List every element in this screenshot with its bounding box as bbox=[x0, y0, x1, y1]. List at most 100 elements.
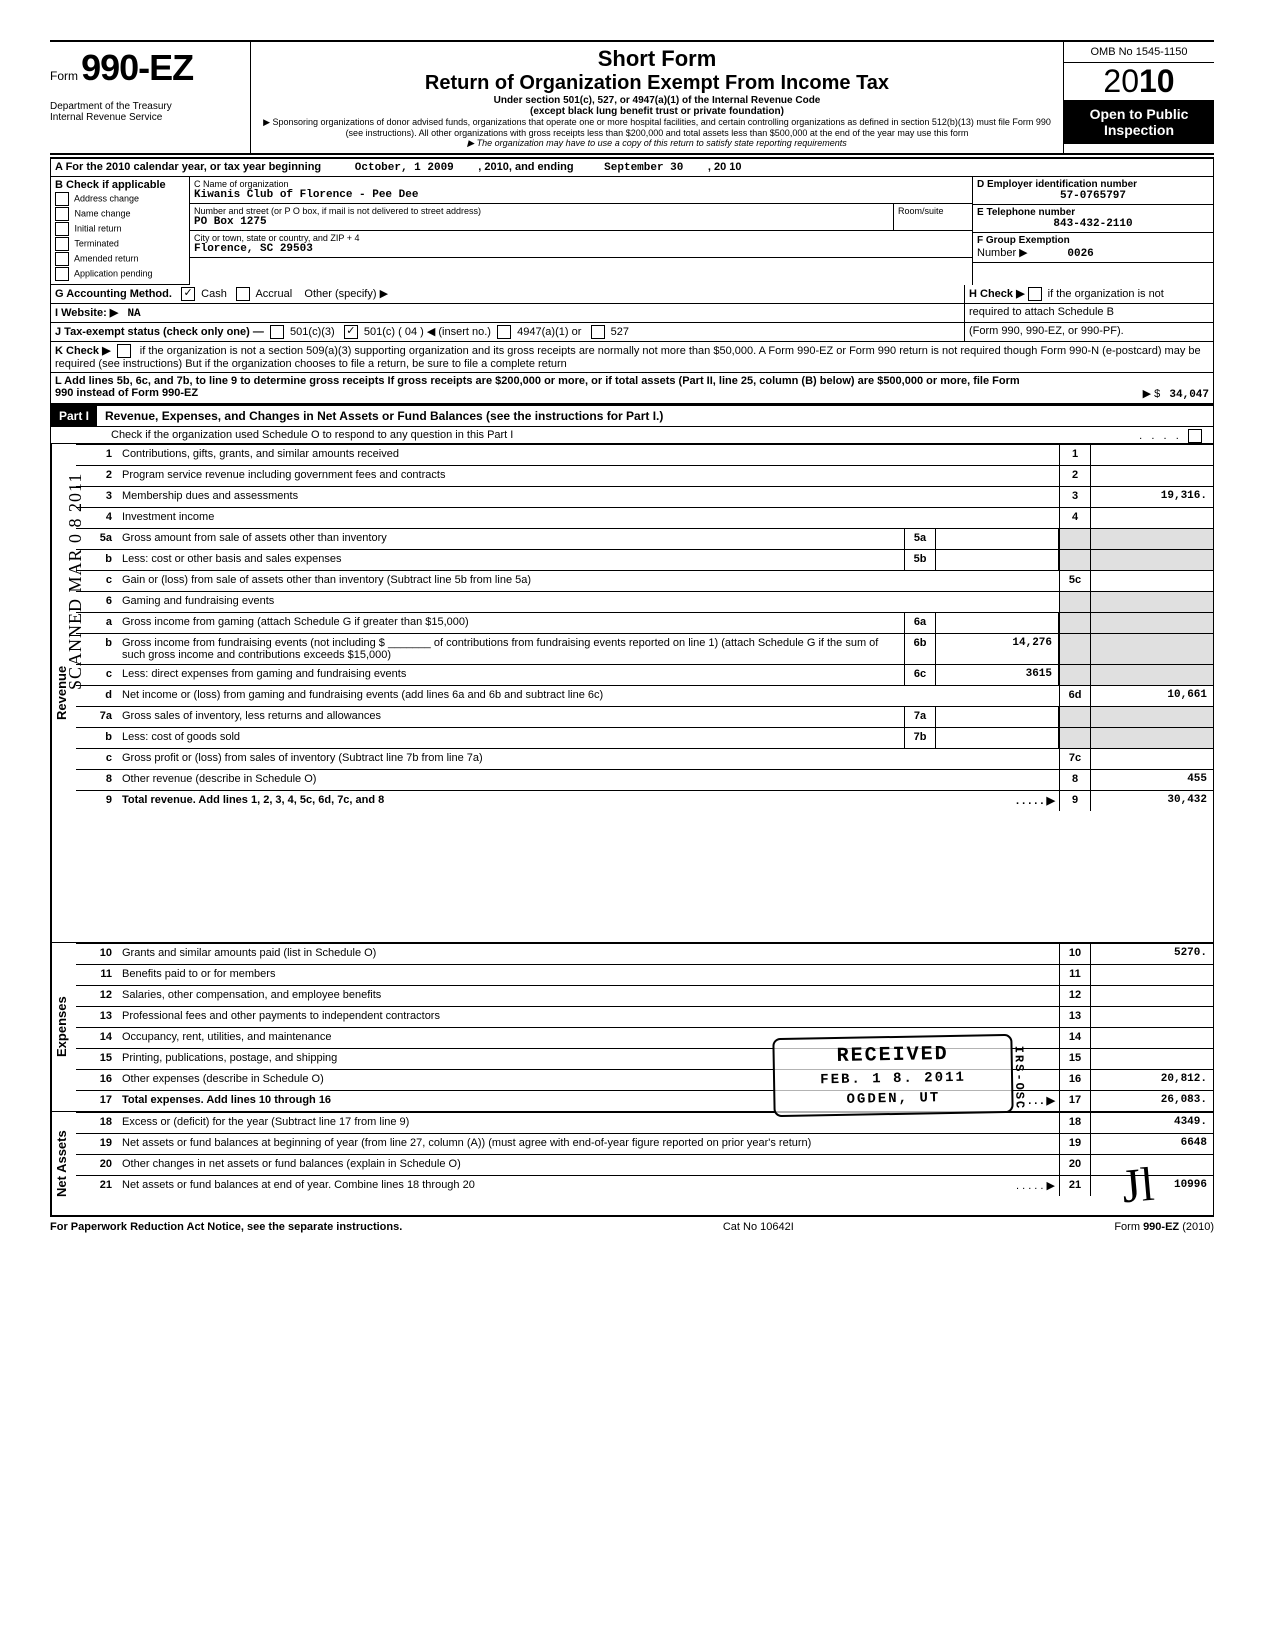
b-label: B Check if applicable bbox=[55, 179, 185, 191]
check-terminated[interactable] bbox=[55, 237, 69, 251]
line-17: 17Total expenses. Add lines 10 through 1… bbox=[76, 1090, 1213, 1111]
j-label: J Tax-exempt status (check only one) — bbox=[55, 326, 264, 338]
revenue-label: Revenue bbox=[51, 444, 76, 942]
other-method-label: Other (specify) ▶ bbox=[304, 288, 388, 300]
page-footer: For Paperwork Reduction Act Notice, see … bbox=[50, 1216, 1214, 1233]
line-15: 15Printing, publications, postage, and s… bbox=[76, 1048, 1213, 1069]
line-12: 12Salaries, other compensation, and empl… bbox=[76, 985, 1213, 1006]
h-checkbox[interactable] bbox=[1028, 287, 1042, 301]
title-line1: Under section 501(c), 527, or 4947(a)(1)… bbox=[261, 95, 1053, 106]
h-label: H Check ▶ bbox=[969, 288, 1025, 300]
line-13: 13Professional fees and other payments t… bbox=[76, 1006, 1213, 1027]
signature: Jl bbox=[1120, 1157, 1157, 1215]
dept-treasury: Department of the TreasuryInternal Reven… bbox=[50, 89, 240, 123]
check-application-pending[interactable] bbox=[55, 267, 69, 281]
line-a: aGross income from gaming (attach Schedu… bbox=[76, 612, 1213, 633]
e-label: E Telephone number bbox=[977, 207, 1209, 218]
line-18: 18Excess or (deficit) for the year (Subt… bbox=[76, 1112, 1213, 1133]
j-501c3-checkbox[interactable] bbox=[270, 325, 284, 339]
line-b: bLess: cost of goods sold7b bbox=[76, 727, 1213, 748]
line-5a: 5aGross amount from sale of assets other… bbox=[76, 528, 1213, 549]
l-text: L Add lines 5b, 6c, and 7b, to line 9 to… bbox=[55, 375, 1020, 399]
gross-receipts: 34,047 bbox=[1169, 389, 1209, 401]
h-text: if the organization is not bbox=[1048, 288, 1164, 300]
f-label: F Group Exemption bbox=[977, 235, 1209, 246]
line-11: 11Benefits paid to or for members11 bbox=[76, 964, 1213, 985]
line-4: 4Investment income4 bbox=[76, 507, 1213, 528]
form-prefix: Form bbox=[50, 69, 78, 83]
h-text3: (Form 990, 990-EZ, or 990-PF). bbox=[965, 323, 1213, 341]
cash-checkbox[interactable]: ✓ bbox=[181, 287, 195, 301]
check-name-change[interactable] bbox=[55, 207, 69, 221]
c-label: C Name of organization bbox=[194, 179, 968, 189]
i-label: I Website: ▶ bbox=[55, 307, 118, 319]
j-527-label: 527 bbox=[611, 326, 629, 338]
j-501c-checkbox[interactable]: ✓ bbox=[344, 325, 358, 339]
omb-number: OMB No 1545-1150 bbox=[1064, 42, 1214, 63]
org-address: PO Box 1275 bbox=[194, 216, 889, 228]
begin-date: October, 1 2009 bbox=[355, 162, 454, 174]
line-b: bLess: cost or other basis and sales exp… bbox=[76, 549, 1213, 570]
d-label: D Employer identification number bbox=[977, 179, 1209, 190]
f-number-label: Number ▶ bbox=[977, 247, 1028, 259]
website: NA bbox=[127, 308, 140, 320]
line-21: 21Net assets or fund balances at end of … bbox=[76, 1175, 1213, 1196]
part1-label: Part I bbox=[51, 406, 97, 426]
schedule-o-checkbox[interactable] bbox=[1188, 429, 1202, 443]
line-3: 3Membership dues and assessments319,316. bbox=[76, 486, 1213, 507]
j-4947-label: 4947(a)(1) or bbox=[517, 326, 581, 338]
footer-left: For Paperwork Reduction Act Notice, see … bbox=[50, 1221, 402, 1233]
phone: 843-432-2110 bbox=[977, 218, 1209, 230]
g-label: G Accounting Method. bbox=[55, 288, 172, 300]
line-10: 10Grants and similar amounts paid (list … bbox=[76, 943, 1213, 964]
h-text2: required to attach Schedule B bbox=[965, 304, 1213, 322]
j-501c-label: 501(c) ( 04 ) ◀ (insert no.) bbox=[364, 326, 491, 338]
line-16: 16Other expenses (describe in Schedule O… bbox=[76, 1069, 1213, 1090]
line-6: 6Gaming and fundraising events bbox=[76, 591, 1213, 612]
entity-info-block: A For the 2010 calendar year, or tax yea… bbox=[50, 157, 1214, 404]
accrual-checkbox[interactable] bbox=[236, 287, 250, 301]
title-line2: (except black lung benefit trust or priv… bbox=[261, 106, 1053, 117]
expenses-label: Expenses bbox=[51, 943, 76, 1111]
title-main: Short Form bbox=[261, 46, 1053, 72]
title-sub: Return of Organization Exempt From Incom… bbox=[261, 72, 1053, 95]
accrual-label: Accrual bbox=[255, 288, 292, 300]
check-amended-return[interactable] bbox=[55, 252, 69, 266]
room-suite: Room/suite bbox=[894, 204, 972, 230]
title-line4: ▶ The organization may have to use a cop… bbox=[261, 138, 1053, 149]
end-year: , 20 10 bbox=[708, 161, 742, 173]
footer-mid: Cat No 10642I bbox=[723, 1221, 794, 1233]
org-city: Florence, SC 29503 bbox=[194, 243, 968, 255]
footer-right: Form 990-EZ (2010) bbox=[1114, 1221, 1214, 1233]
check-address-change[interactable] bbox=[55, 192, 69, 206]
j-527-checkbox[interactable] bbox=[591, 325, 605, 339]
k-label: K Check ▶ bbox=[55, 345, 111, 357]
line-2: 2Program service revenue including gover… bbox=[76, 465, 1213, 486]
netassets-label: Net Assets bbox=[51, 1112, 76, 1215]
form-header: Form 990-EZ Department of the TreasuryIn… bbox=[50, 40, 1214, 155]
tax-year: 2010 bbox=[1064, 63, 1214, 100]
group-exemption: 0026 bbox=[1067, 248, 1093, 260]
line-d: dNet income or (loss) from gaming and fu… bbox=[76, 685, 1213, 706]
k-checkbox[interactable] bbox=[117, 344, 131, 358]
cal-year-label: A For the 2010 calendar year, or tax yea… bbox=[55, 161, 321, 173]
check-initial-return[interactable] bbox=[55, 222, 69, 236]
city-label: City or town, state or country, and ZIP … bbox=[194, 233, 968, 243]
end-date: September 30 bbox=[604, 162, 683, 174]
line-8: 8Other revenue (describe in Schedule O)8… bbox=[76, 769, 1213, 790]
line-c: cGross profit or (loss) from sales of in… bbox=[76, 748, 1213, 769]
year-mid: , 2010, and ending bbox=[478, 161, 573, 173]
org-name: Kiwanis Club of Florence - Pee Dee bbox=[194, 189, 968, 201]
received-stamp: RECEIVED FEB. 1 8. 2011 OGDEN, UT IRS-OS… bbox=[772, 1034, 1013, 1117]
ein: 57-0765797 bbox=[977, 190, 1209, 202]
l-arrow: ▶ $ bbox=[1143, 388, 1161, 400]
open-inspection: Open to Public Inspection bbox=[1064, 100, 1214, 144]
line-20: 20Other changes in net assets or fund ba… bbox=[76, 1154, 1213, 1175]
line-19: 19Net assets or fund balances at beginni… bbox=[76, 1133, 1213, 1154]
line-7a: 7aGross sales of inventory, less returns… bbox=[76, 706, 1213, 727]
line-b: bGross income from fundraising events (n… bbox=[76, 633, 1213, 664]
title-line3: ▶ Sponsoring organizations of donor advi… bbox=[261, 117, 1053, 138]
line-9: 9Total revenue. Add lines 1, 2, 3, 4, 5c… bbox=[76, 790, 1213, 811]
j-4947-checkbox[interactable] bbox=[497, 325, 511, 339]
part1-title: Revenue, Expenses, and Changes in Net As… bbox=[97, 406, 671, 426]
